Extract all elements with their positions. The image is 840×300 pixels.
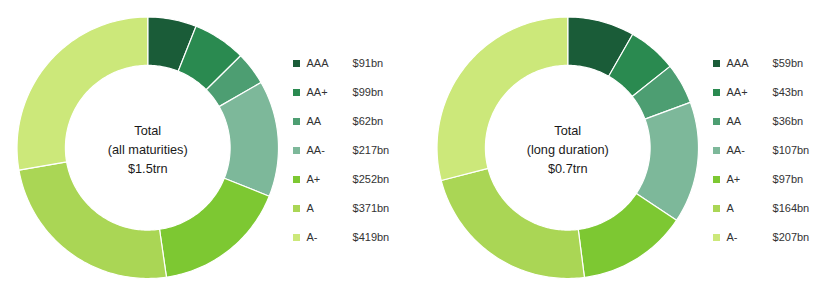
html-text:$371bn: $371bn: [352, 202, 390, 214]
html-text:AAA: AAA: [726, 57, 749, 69]
html-text:$217bn: $217bn: [352, 144, 390, 156]
html-text:A+: A+: [306, 173, 321, 185]
html-text:$97bn: $97bn: [772, 173, 804, 185]
html-text:$252bn: $252bn: [352, 173, 390, 185]
svg-text:Total(all maturities)$1.5trn: Total(all maturities)$1.5trn: [108, 123, 188, 176]
html-text:AA+: AA+: [726, 86, 748, 98]
html-text:AA-: AA-: [306, 144, 325, 156]
html-text:AA-: AA-: [726, 144, 745, 156]
html-text:$91bn: $91bn: [352, 57, 384, 69]
html-text:A-: A-: [726, 231, 738, 243]
html-text:$164bn: $164bn: [772, 202, 810, 214]
html-text:A+: A+: [726, 173, 741, 185]
html-text:AAA: AAA: [306, 57, 329, 69]
html-text:$62bn: $62bn: [352, 115, 384, 127]
html-text:A: A: [306, 202, 314, 214]
html-text:A-: A-: [306, 231, 318, 243]
html-text:A: A: [726, 202, 734, 214]
html-text:AA: AA: [726, 115, 742, 127]
html-text:$43bn: $43bn: [772, 86, 804, 98]
html-text:$99bn: $99bn: [352, 86, 384, 98]
html-text:$59bn: $59bn: [772, 57, 804, 69]
html-text:$107bn: $107bn: [772, 144, 810, 156]
html-text:$36bn: $36bn: [772, 115, 804, 127]
html-text:AA+: AA+: [306, 86, 328, 98]
html-text:$207bn: $207bn: [772, 231, 810, 243]
svg-text:Total(long duration)$0.7trn: Total(long duration)$0.7trn: [527, 123, 609, 176]
html-text:$419bn: $419bn: [352, 231, 390, 243]
html-text:AA: AA: [306, 115, 322, 127]
